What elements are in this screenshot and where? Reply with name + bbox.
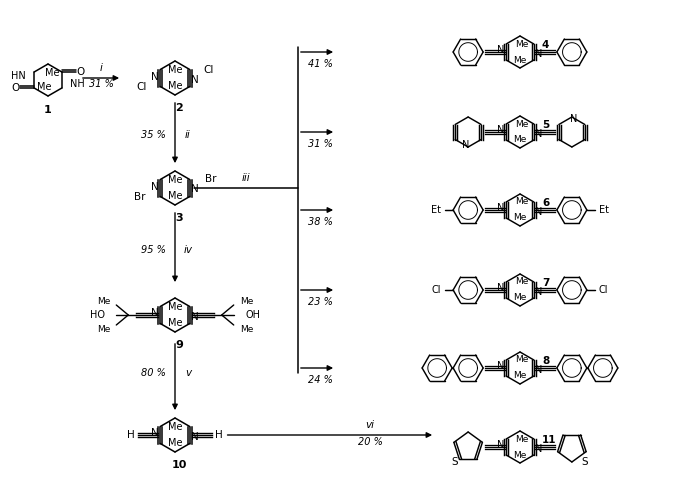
Text: Me: Me	[513, 213, 526, 222]
Text: v: v	[185, 368, 191, 378]
Text: NH: NH	[70, 79, 85, 89]
Text: Me: Me	[239, 296, 253, 305]
Text: N: N	[191, 432, 199, 442]
Text: Me: Me	[513, 55, 526, 64]
Text: 80 %: 80 %	[141, 368, 165, 378]
Text: Me: Me	[515, 356, 528, 365]
Text: N: N	[151, 429, 159, 439]
Text: Me: Me	[97, 296, 111, 305]
Text: 10: 10	[172, 460, 187, 470]
Text: O: O	[77, 67, 85, 77]
Text: 3: 3	[175, 213, 183, 223]
Text: vi: vi	[365, 420, 375, 430]
Text: N: N	[536, 444, 542, 454]
Text: N: N	[498, 203, 505, 213]
Text: Me: Me	[515, 278, 528, 287]
Text: N: N	[498, 283, 505, 293]
Text: Me: Me	[515, 198, 528, 207]
Text: 11: 11	[542, 435, 557, 445]
Text: N: N	[536, 49, 542, 59]
Text: Me: Me	[36, 82, 51, 92]
Text: 4: 4	[542, 40, 550, 50]
Text: 1: 1	[44, 105, 52, 115]
Text: ii: ii	[185, 130, 191, 140]
Text: N: N	[191, 74, 199, 85]
Text: H: H	[127, 430, 135, 440]
Text: N: N	[191, 185, 199, 195]
Text: Me: Me	[168, 302, 182, 312]
Text: Me: Me	[513, 451, 526, 460]
Text: Br: Br	[204, 175, 216, 185]
Text: N: N	[536, 207, 542, 217]
Text: S: S	[452, 457, 458, 467]
Text: 8: 8	[542, 356, 550, 366]
Text: Cl: Cl	[432, 285, 441, 295]
Text: Me: Me	[515, 435, 528, 444]
Text: N: N	[536, 287, 542, 297]
Text: N: N	[151, 308, 159, 318]
Text: N: N	[570, 114, 578, 124]
Text: iv: iv	[183, 245, 192, 255]
Text: 23 %: 23 %	[308, 297, 333, 307]
Text: Me: Me	[168, 438, 182, 448]
Text: 41 %: 41 %	[308, 59, 333, 69]
Text: N: N	[463, 140, 470, 150]
Text: Me: Me	[515, 120, 528, 128]
Text: N: N	[191, 311, 199, 321]
Text: Et: Et	[431, 205, 441, 215]
Text: S: S	[582, 457, 588, 467]
Text: 35 %: 35 %	[141, 130, 165, 140]
Text: Me: Me	[239, 324, 253, 333]
Text: Me: Me	[513, 135, 526, 144]
Text: Me: Me	[168, 81, 182, 91]
Text: 20 %: 20 %	[358, 437, 382, 447]
Text: Me: Me	[97, 324, 111, 333]
Text: 38 %: 38 %	[308, 217, 333, 227]
Text: Me: Me	[168, 191, 182, 201]
Text: Cl: Cl	[204, 64, 214, 74]
Text: N: N	[536, 365, 542, 375]
Text: 7: 7	[542, 278, 550, 288]
Text: 31 %: 31 %	[89, 79, 113, 89]
Text: 24 %: 24 %	[308, 375, 333, 385]
Text: N: N	[536, 129, 542, 139]
Text: 31 %: 31 %	[308, 139, 333, 149]
Text: N: N	[498, 440, 505, 450]
Text: Cl: Cl	[599, 285, 608, 295]
Text: Me: Me	[45, 68, 60, 78]
Text: Me: Me	[168, 422, 182, 432]
Text: HO: HO	[90, 310, 105, 320]
Text: Me: Me	[513, 293, 526, 302]
Text: Et: Et	[599, 205, 609, 215]
Text: 2: 2	[175, 103, 183, 113]
Text: iii: iii	[241, 173, 251, 183]
Text: N: N	[151, 182, 159, 192]
Text: Me: Me	[168, 318, 182, 328]
Text: i: i	[99, 63, 102, 73]
Text: N: N	[151, 71, 159, 81]
Text: Me: Me	[168, 65, 182, 75]
Text: N: N	[498, 361, 505, 371]
Text: Cl: Cl	[136, 81, 146, 92]
Text: 95 %: 95 %	[141, 245, 165, 255]
Text: 6: 6	[542, 198, 550, 208]
Text: 9: 9	[175, 340, 183, 350]
Text: 5: 5	[542, 120, 550, 130]
Text: HN: HN	[11, 71, 26, 81]
Text: N: N	[498, 45, 505, 55]
Text: Me: Me	[513, 372, 526, 380]
Text: Me: Me	[515, 40, 528, 48]
Text: Me: Me	[168, 175, 182, 185]
Text: O: O	[11, 83, 20, 93]
Text: H: H	[215, 430, 223, 440]
Text: OH: OH	[246, 310, 260, 320]
Text: Br: Br	[134, 192, 146, 202]
Text: N: N	[498, 125, 505, 135]
